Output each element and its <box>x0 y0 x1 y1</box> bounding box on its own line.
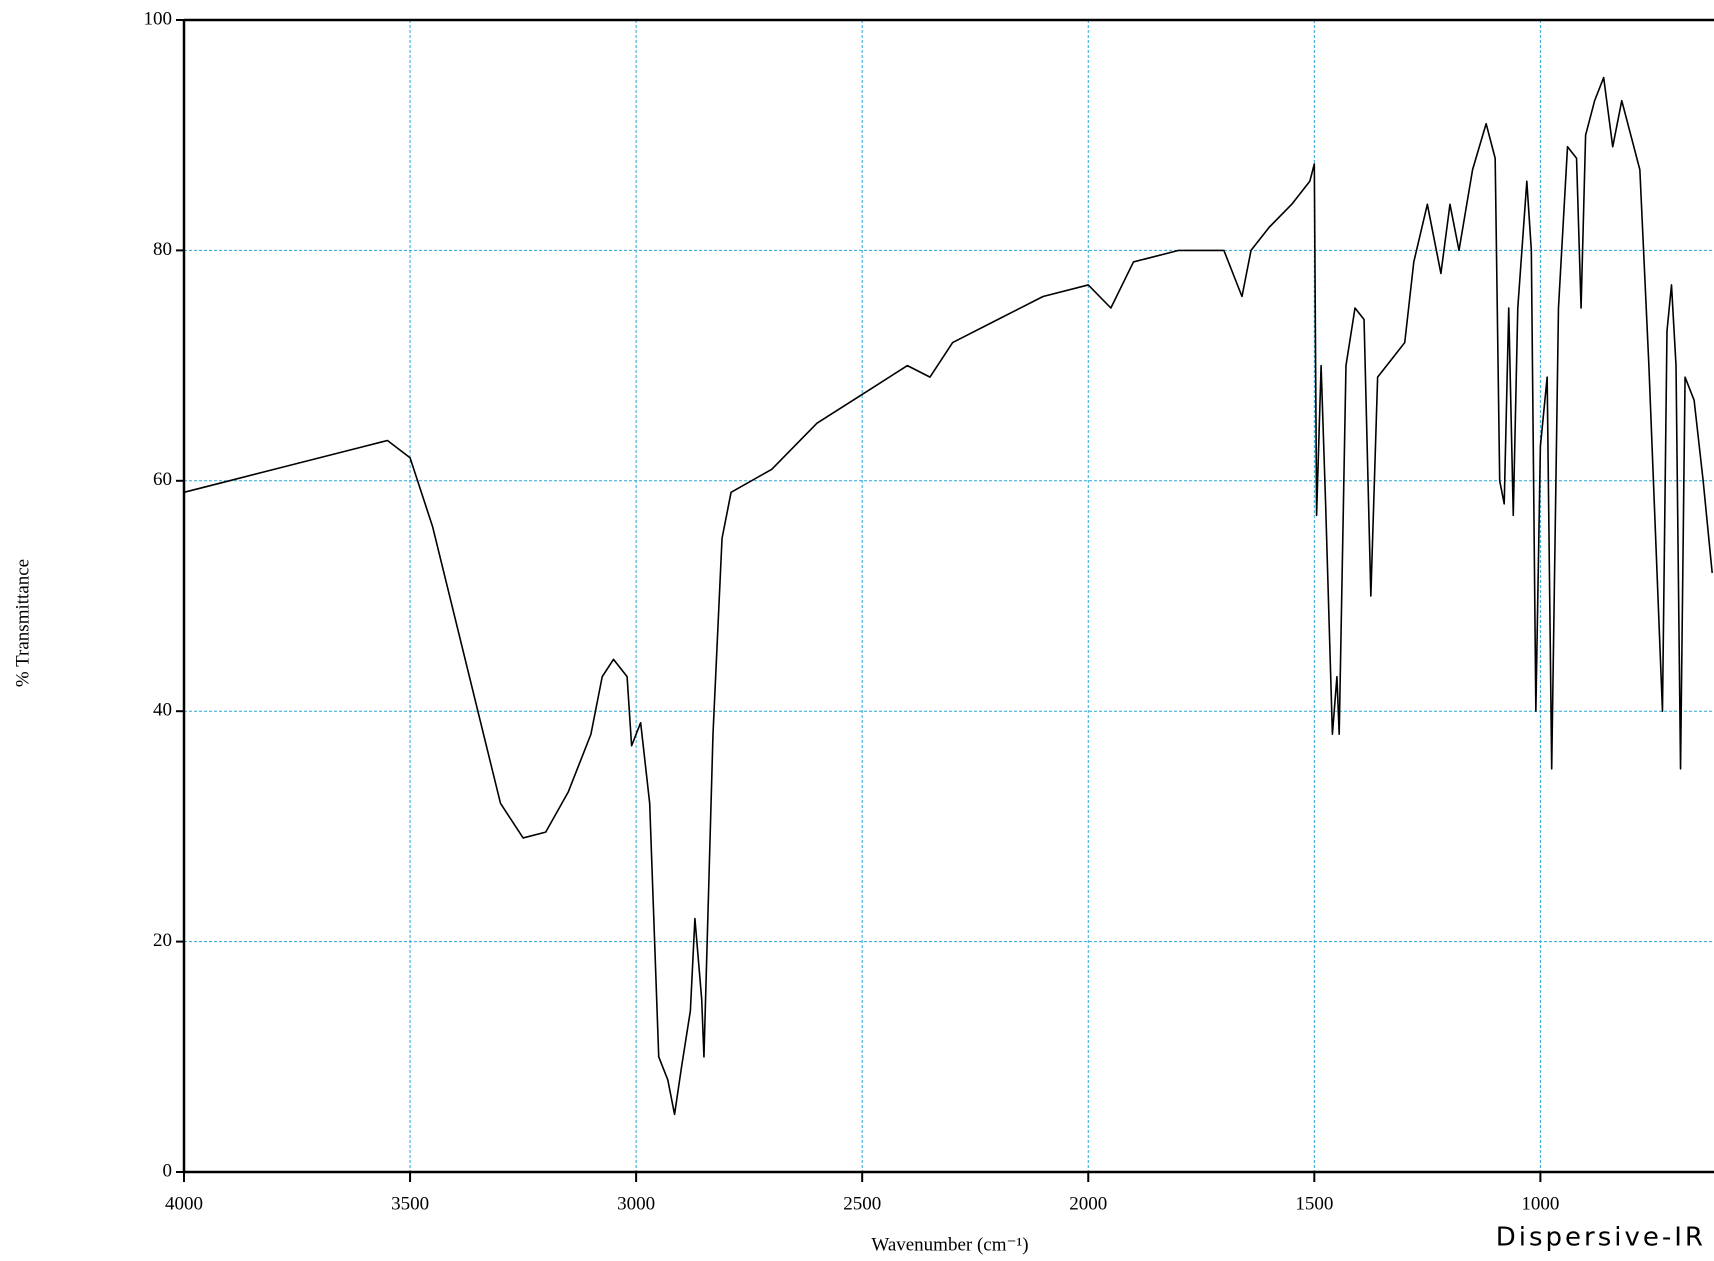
y-axis-label: % Transmittance <box>12 559 33 687</box>
annotation: Dispersive-IR <box>1496 1223 1706 1253</box>
y-tick-label: 100 <box>144 8 173 29</box>
y-tick-label: 40 <box>153 700 172 721</box>
spectrum-line <box>183 76 1713 1116</box>
x-tick-label: 3000 <box>617 1193 655 1214</box>
x-tick-label: 3500 <box>391 1193 429 1214</box>
y-tick-label: 0 <box>163 1160 173 1181</box>
x-tick-label: 1500 <box>1295 1193 1333 1214</box>
y-tick-label: 20 <box>153 930 172 951</box>
x-tick-label: 2000 <box>1069 1193 1107 1214</box>
x-tick-label: 1000 <box>1521 1193 1559 1214</box>
x-tick-label: 4000 <box>165 1193 203 1214</box>
x-axis-label: Wavenumber (cm⁻¹) <box>871 1234 1028 1255</box>
y-tick-label: 80 <box>153 239 172 260</box>
x-tick-label: 2500 <box>843 1193 881 1214</box>
y-tick-label: 60 <box>153 469 172 490</box>
